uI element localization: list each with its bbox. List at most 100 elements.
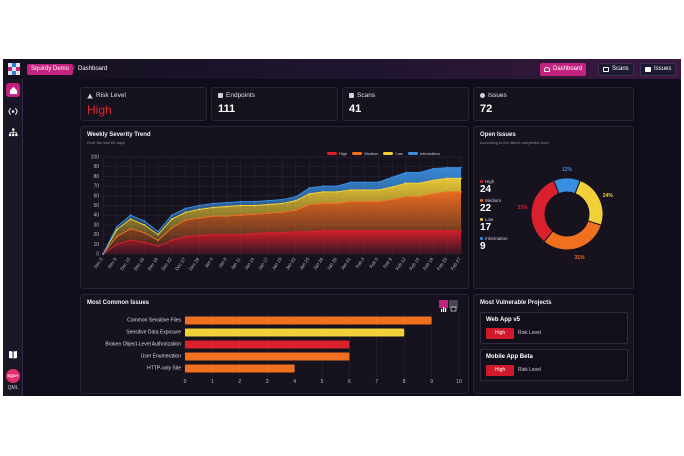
data-point[interactable] — [239, 200, 242, 203]
data-point[interactable] — [460, 191, 462, 193]
data-point[interactable] — [405, 229, 407, 232]
data-point[interactable] — [115, 235, 118, 238]
data-point[interactable] — [418, 195, 421, 198]
data-point[interactable] — [432, 192, 435, 195]
data-point[interactable] — [115, 228, 118, 231]
nav-scans-button[interactable]: Scans — [598, 63, 634, 76]
data-point[interactable] — [432, 229, 435, 232]
data-point[interactable] — [460, 166, 462, 169]
data-point[interactable] — [267, 199, 270, 202]
bar-chart-toggle[interactable] — [439, 300, 448, 312]
logo-icon[interactable] — [8, 63, 20, 75]
data-point[interactable] — [336, 229, 338, 232]
data-point[interactable] — [281, 202, 283, 205]
data-point[interactable] — [460, 229, 462, 232]
data-point[interactable] — [349, 200, 352, 203]
data-point[interactable] — [294, 209, 297, 212]
data-point[interactable] — [418, 229, 421, 232]
data-point[interactable] — [336, 185, 338, 187]
data-point[interactable] — [239, 233, 242, 236]
legend-label[interactable]: Information — [419, 151, 440, 156]
data-point[interactable] — [446, 229, 449, 232]
data-point[interactable] — [418, 171, 421, 174]
data-point[interactable] — [170, 218, 173, 220]
data-point[interactable] — [226, 201, 228, 204]
data-point[interactable] — [308, 230, 311, 233]
project-item[interactable]: Mobile App Beta High Risk Level — [480, 349, 628, 381]
data-point[interactable] — [102, 253, 104, 255]
bar[interactable] — [185, 316, 432, 325]
data-point[interactable] — [391, 229, 394, 232]
data-point[interactable] — [253, 200, 256, 203]
data-point[interactable] — [391, 186, 394, 188]
donut-slice-medium[interactable] — [543, 220, 602, 251]
sidebar-item-sitemap[interactable] — [6, 125, 20, 139]
data-point[interactable] — [198, 217, 201, 220]
data-point[interactable] — [129, 214, 132, 217]
bar[interactable] — [185, 340, 350, 349]
data-point[interactable] — [391, 198, 394, 201]
data-point[interactable] — [391, 176, 394, 179]
data-point[interactable] — [363, 200, 366, 203]
data-point[interactable] — [170, 226, 173, 229]
data-point[interactable] — [198, 234, 201, 237]
data-point[interactable] — [405, 171, 407, 174]
data-point[interactable] — [184, 211, 187, 214]
nav-issues-button[interactable]: Issues — [640, 63, 677, 76]
data-point[interactable] — [115, 243, 118, 246]
avatar[interactable]: SQDY — [6, 369, 20, 383]
data-point[interactable] — [432, 167, 435, 170]
data-point[interactable] — [377, 181, 380, 184]
data-point[interactable] — [157, 245, 159, 248]
data-point[interactable] — [294, 199, 297, 202]
data-point[interactable] — [226, 233, 228, 236]
data-point[interactable] — [143, 224, 146, 226]
data-point[interactable] — [184, 207, 187, 210]
data-point[interactable] — [308, 203, 311, 206]
data-point[interactable] — [446, 191, 449, 193]
data-point[interactable] — [308, 192, 311, 195]
data-point[interactable] — [129, 239, 132, 242]
data-point[interactable] — [405, 182, 407, 185]
data-point[interactable] — [363, 189, 366, 191]
data-point[interactable] — [322, 229, 325, 232]
data-point[interactable] — [363, 229, 366, 232]
bar[interactable] — [185, 328, 405, 337]
nav-dashboard-button[interactable]: Dashboard — [540, 63, 587, 76]
data-point[interactable] — [226, 205, 228, 208]
data-point[interactable] — [184, 235, 187, 238]
data-point[interactable] — [157, 239, 159, 242]
data-point[interactable] — [418, 182, 421, 185]
data-point[interactable] — [115, 225, 118, 228]
data-point[interactable] — [363, 181, 366, 184]
sidebar-item-docs[interactable] — [6, 347, 20, 361]
data-point[interactable] — [377, 200, 380, 203]
data-point[interactable] — [170, 239, 173, 242]
data-point[interactable] — [322, 202, 325, 205]
data-point[interactable] — [281, 231, 283, 234]
data-point[interactable] — [336, 191, 338, 193]
data-point[interactable] — [405, 195, 407, 198]
data-point[interactable] — [143, 220, 146, 222]
breadcrumb-app[interactable]: Squirdy Demo — [27, 64, 74, 75]
data-point[interactable] — [143, 241, 146, 244]
data-point[interactable] — [198, 208, 201, 211]
data-point[interactable] — [157, 230, 159, 233]
data-point[interactable] — [212, 202, 215, 205]
sidebar-item-home[interactable] — [6, 83, 20, 97]
data-point[interactable] — [212, 233, 215, 236]
data-point[interactable] — [349, 229, 352, 232]
data-point[interactable] — [308, 187, 311, 189]
data-point[interactable] — [460, 177, 462, 180]
data-point[interactable] — [198, 204, 201, 207]
data-point[interactable] — [349, 189, 352, 191]
legend-label[interactable]: Low — [395, 151, 403, 156]
data-point[interactable] — [281, 198, 283, 201]
data-point[interactable] — [226, 215, 228, 218]
data-point[interactable] — [446, 177, 449, 180]
data-point[interactable] — [336, 202, 338, 205]
data-point[interactable] — [170, 214, 173, 217]
data-point[interactable] — [129, 218, 132, 220]
data-point[interactable] — [322, 185, 325, 187]
data-point[interactable] — [267, 231, 270, 234]
